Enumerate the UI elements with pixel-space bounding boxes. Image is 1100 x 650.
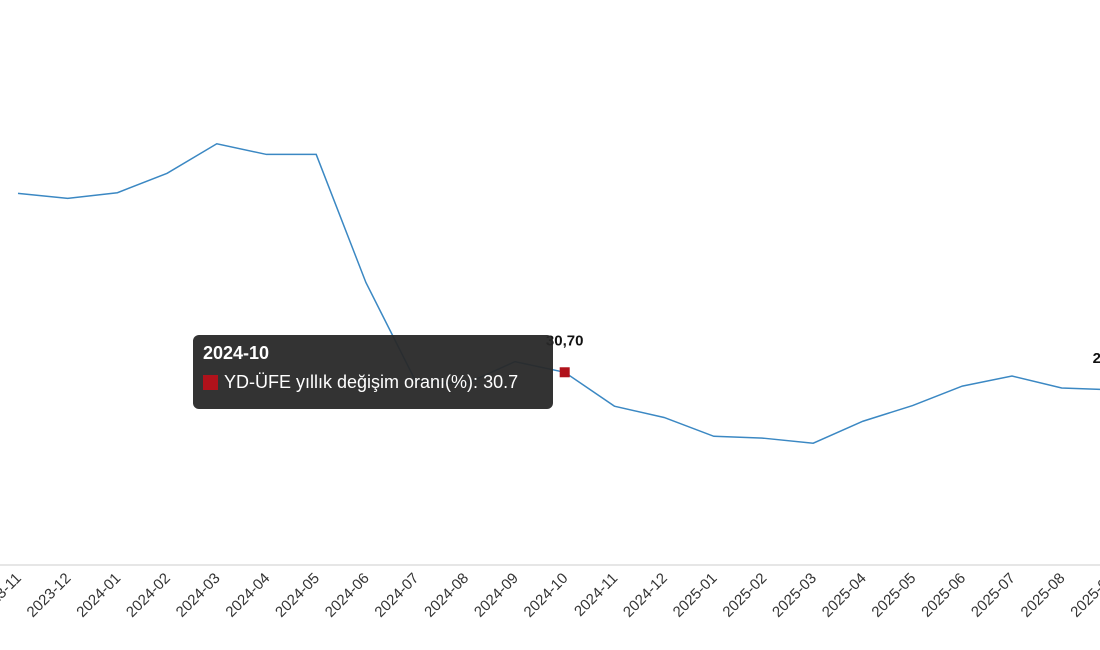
value-label: 30,70 xyxy=(546,332,584,349)
x-tick-label: 2024-02 xyxy=(123,570,174,621)
x-tick-label: 2024-12 xyxy=(620,570,671,621)
x-tick-label: 2024-10 xyxy=(521,570,572,621)
x-tick-label: 2023-11 xyxy=(0,570,25,620)
x-tick-label: 2023-12 xyxy=(24,570,75,621)
x-tick-label: 2024-07 xyxy=(371,570,422,621)
tooltip-sep: : xyxy=(473,372,484,392)
tooltip-value: 30.7 xyxy=(483,372,519,392)
x-tick-label: 2025-03 xyxy=(769,570,820,621)
x-tick-label: 2025-01 xyxy=(670,570,721,621)
x-tick-label: 2025-09 xyxy=(1067,570,1100,621)
x-tick-label: 2025-04 xyxy=(819,570,870,621)
x-tick-label: 2024-04 xyxy=(222,570,273,621)
tooltip-row: YD-ÜFE yıllık değişim oranı(%): 30.7 xyxy=(203,372,543,393)
tooltip-swatch xyxy=(203,375,218,390)
x-tick-label: 2025-06 xyxy=(918,570,969,621)
tooltip: 2024-10 YD-ÜFE yıllık değişim oranı(%): … xyxy=(193,335,553,409)
x-tick-label: 2024-06 xyxy=(322,570,373,621)
x-tick-label: 2024-08 xyxy=(421,570,472,621)
tooltip-series: YD-ÜFE yıllık değişim oranı(%) xyxy=(224,372,474,392)
value-label: 27,90 xyxy=(1093,350,1100,367)
x-tick-label: 2024-03 xyxy=(173,570,224,621)
series-line xyxy=(17,142,1100,444)
tooltip-title: 2024-10 xyxy=(203,343,270,363)
x-tick-label: 2025-07 xyxy=(968,570,1019,621)
highlight-point xyxy=(559,367,570,378)
x-tick-label: 2024-01 xyxy=(73,570,124,621)
x-tick-label: 2024-11 xyxy=(571,570,621,620)
x-tick-label: 2025-05 xyxy=(868,570,919,621)
x-tick-label: 2025-02 xyxy=(719,570,770,621)
x-tick-label: 2024-05 xyxy=(272,570,323,621)
x-tick-label: 2024-09 xyxy=(471,570,522,621)
x-tick-label: 2025-08 xyxy=(1018,570,1069,621)
